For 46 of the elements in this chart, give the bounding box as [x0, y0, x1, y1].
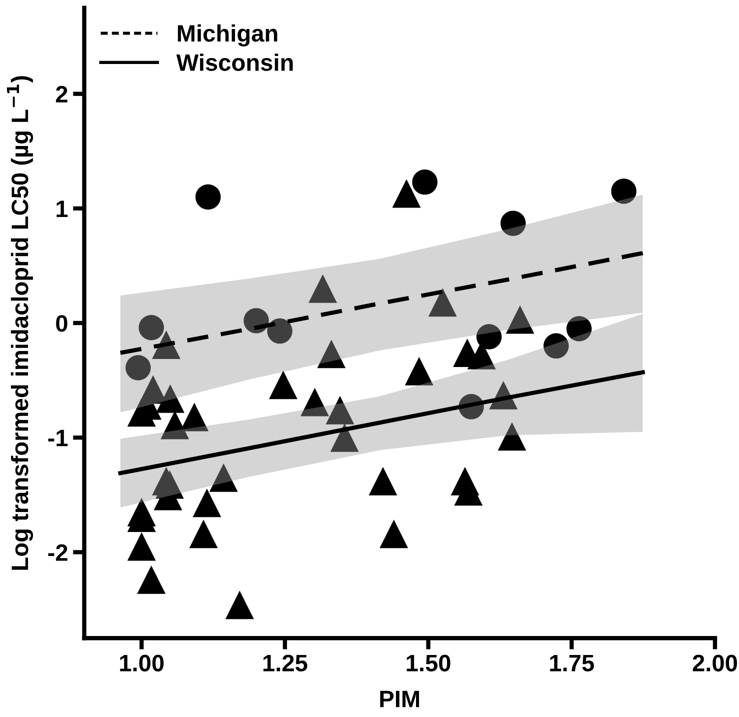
x-tick-label: 1.75 [550, 654, 594, 672]
point [392, 179, 421, 208]
point [156, 384, 184, 413]
point [428, 288, 457, 317]
point [268, 370, 298, 400]
point [566, 316, 592, 342]
x-axis-title: PIM [380, 690, 420, 708]
y-axis-title: Log transformed imidacloprid LC50 (µg L$^{−1}$) [6, 76, 34, 570]
point [138, 314, 164, 340]
point [476, 324, 502, 350]
y-tick-label: -1 [48, 430, 68, 446]
point [368, 466, 398, 496]
legend-label: Wisconsin [176, 54, 293, 71]
point [506, 305, 534, 334]
y-tick-label: 0 [56, 315, 68, 332]
point [308, 274, 338, 303]
point [126, 355, 151, 380]
point [192, 488, 222, 518]
x-tick-label: 1.50 [406, 654, 450, 672]
point [611, 178, 636, 204]
point [317, 340, 346, 368]
y-tick-label: 1 [56, 200, 68, 217]
point [160, 410, 190, 440]
point [127, 532, 156, 561]
point [412, 169, 438, 195]
legend-label: Michigan [178, 24, 278, 47]
y-tick-label: 2 [56, 86, 68, 102]
point [195, 184, 221, 210]
point [189, 520, 218, 548]
point [404, 356, 434, 386]
point [498, 422, 526, 451]
point [544, 333, 569, 359]
x-tick-label: 1.25 [263, 654, 308, 672]
point [137, 565, 166, 594]
point [225, 590, 254, 620]
x-tick-label: 1.00 [120, 654, 164, 672]
point [267, 318, 292, 344]
x-tick-label: 2.00 [692, 654, 737, 672]
point [300, 388, 329, 416]
point [326, 396, 354, 424]
point [380, 520, 408, 548]
point [330, 423, 359, 452]
point [209, 463, 238, 492]
line-series [118, 251, 645, 355]
y-tick-label: -2 [48, 544, 68, 561]
point [500, 210, 526, 236]
